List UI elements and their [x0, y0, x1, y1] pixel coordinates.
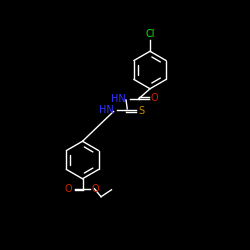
- Text: HN: HN: [111, 94, 126, 104]
- Text: O: O: [151, 93, 158, 103]
- Text: HN: HN: [99, 105, 114, 115]
- Text: S: S: [139, 106, 145, 116]
- Text: O: O: [92, 184, 100, 194]
- Text: Cl: Cl: [145, 29, 155, 39]
- Text: O: O: [64, 184, 72, 194]
